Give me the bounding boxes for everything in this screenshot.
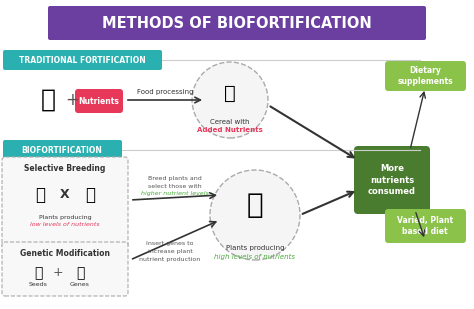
Text: Selective Breeding: Selective Breeding [24, 163, 106, 172]
Text: low levels of nutrients: low levels of nutrients [30, 222, 100, 227]
Text: Nutrients: Nutrients [79, 96, 119, 105]
FancyBboxPatch shape [75, 89, 123, 113]
FancyBboxPatch shape [3, 140, 122, 160]
Text: Plants producing: Plants producing [226, 245, 284, 251]
Text: Breed plants and: Breed plants and [148, 176, 202, 180]
Circle shape [210, 170, 300, 260]
Text: Varied, Plant
based diet: Varied, Plant based diet [397, 216, 453, 236]
Text: METHODS OF BIOFORTIFICATION: METHODS OF BIOFORTIFICATION [102, 15, 372, 31]
Text: X: X [60, 188, 70, 201]
Text: +: + [53, 266, 64, 280]
Text: Plants producing: Plants producing [39, 215, 91, 221]
Text: Food processing: Food processing [137, 89, 193, 95]
Text: nutrient production: nutrient production [139, 256, 201, 261]
Text: Genes: Genes [70, 281, 90, 286]
FancyBboxPatch shape [385, 61, 466, 91]
Text: 🧬: 🧬 [76, 266, 84, 280]
FancyBboxPatch shape [48, 6, 426, 40]
Text: Seeds: Seeds [28, 281, 47, 286]
Text: Insert genes to: Insert genes to [146, 240, 194, 245]
Text: Added Nutrients: Added Nutrients [197, 127, 263, 133]
Text: 🌾: 🌾 [40, 88, 55, 112]
Text: 🌾: 🌾 [246, 191, 264, 219]
FancyBboxPatch shape [354, 146, 430, 214]
Text: Dietary
supplements: Dietary supplements [397, 66, 453, 87]
Text: select those with: select those with [148, 184, 202, 188]
FancyBboxPatch shape [3, 50, 162, 70]
Text: 🌾: 🌾 [34, 266, 42, 280]
Text: higher nutrient levels: higher nutrient levels [141, 192, 209, 197]
Text: 🥣: 🥣 [224, 83, 236, 103]
Text: increase plant: increase plant [147, 248, 192, 253]
FancyBboxPatch shape [2, 157, 128, 248]
Text: high levels of nutrients: high levels of nutrients [215, 254, 295, 260]
FancyBboxPatch shape [2, 242, 128, 296]
Text: Cereal with: Cereal with [210, 119, 250, 125]
Circle shape [192, 62, 268, 138]
FancyBboxPatch shape [385, 209, 466, 243]
Text: BIOFORTIFICATION: BIOFORTIFICATION [21, 146, 102, 154]
Text: TRADITIONAL FORTIFICATION: TRADITIONAL FORTIFICATION [18, 56, 146, 65]
Text: +: + [65, 91, 79, 109]
Text: Genetic Modification: Genetic Modification [20, 248, 110, 257]
Text: More
nutrients
consumed: More nutrients consumed [368, 164, 416, 196]
Text: 🌾: 🌾 [85, 186, 95, 204]
Text: 🌾: 🌾 [35, 186, 45, 204]
